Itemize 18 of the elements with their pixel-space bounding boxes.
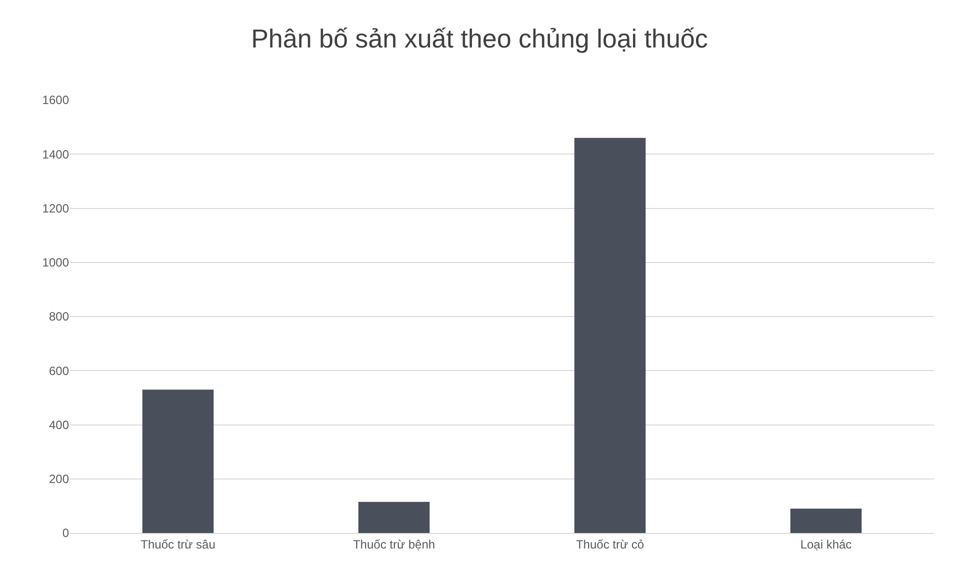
bar — [358, 502, 430, 533]
bar — [142, 390, 214, 533]
chart-title: Phân bố sản xuất theo chủng loại thuốc — [251, 23, 708, 54]
y-tick-label: 400 — [48, 418, 70, 432]
bar — [790, 508, 862, 533]
x-tick-label: Thuốc trừ bệnh — [352, 537, 436, 552]
y-tick-label: 1200 — [42, 201, 70, 216]
y-tick-label: 800 — [48, 310, 70, 324]
y-tick-label: 1000 — [42, 256, 70, 270]
x-tick-label: Thuốc trừ cỏ — [576, 537, 644, 552]
y-tick-label: 1400 — [42, 147, 70, 162]
y-tick-label: 1600 — [42, 93, 70, 108]
y-tick-label: 600 — [48, 364, 70, 378]
x-tick-label: Thuốc trừ sâu — [140, 537, 216, 552]
bar — [574, 138, 646, 533]
x-tick-label: Loại khác — [800, 537, 852, 552]
y-tick-label: 0 — [62, 526, 70, 540]
y-tick-label: 200 — [48, 472, 70, 486]
